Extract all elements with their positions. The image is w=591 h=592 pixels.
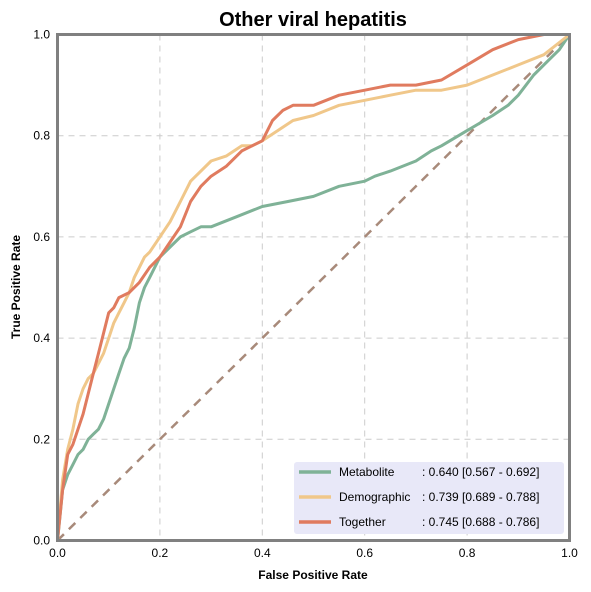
y-tick-label: 0.6 <box>33 230 50 244</box>
y-tick-label: 0.8 <box>33 129 50 143</box>
legend-box <box>294 462 564 534</box>
y-tick-label: 1.0 <box>33 28 50 42</box>
legend-label-demographic: Demographic <box>339 490 410 504</box>
x-tick-label: 1.0 <box>561 546 578 560</box>
x-axis-label: False Positive Rate <box>258 568 368 582</box>
x-tick-label: 0.2 <box>152 546 169 560</box>
legend-auc-metabolite: : 0.640 [0.567 - 0.692] <box>422 465 539 479</box>
chart-title: Other viral hepatitis <box>219 9 407 31</box>
x-tick-label: 0.0 <box>49 546 66 560</box>
series-group <box>56 33 571 541</box>
plot-frame <box>56 33 571 542</box>
grid-lines <box>57 34 570 541</box>
legend-auc-together: : 0.745 [0.688 - 0.786] <box>422 515 539 529</box>
x-tick-label: 0.8 <box>459 546 476 560</box>
y-tick-label: 0.0 <box>33 534 50 548</box>
x-tick-label: 0.6 <box>356 546 373 560</box>
series-line-together <box>56 33 570 541</box>
tick-labels: 0.0 0.2 0.4 0.6 0.8 1.0 0.0 0.2 0.4 0.6 0.8 1.0 <box>33 28 578 561</box>
legend-label-metabolite: Metabolite <box>339 465 395 479</box>
y-tick-label: 0.2 <box>33 432 50 446</box>
legend: Metabolite : 0.640 [0.567 - 0.692] Demogra… <box>294 462 564 534</box>
x-tick-label: 0.4 <box>254 546 271 560</box>
y-axis-label: True Positive Rate <box>9 235 23 339</box>
series-line-metabolite <box>56 33 571 541</box>
y-tick-label: 0.4 <box>33 331 50 345</box>
legend-label-together: Together <box>339 515 386 529</box>
legend-auc-demographic: : 0.739 [0.689 - 0.788] <box>422 490 539 504</box>
